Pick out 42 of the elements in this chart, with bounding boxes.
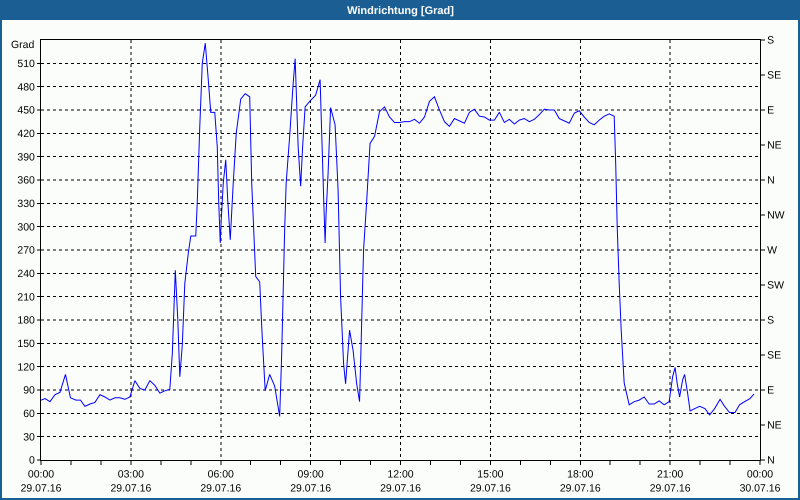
y-tick-label: 90 bbox=[23, 384, 36, 397]
x-tick-label: 09:00 29.07.16 bbox=[290, 468, 332, 494]
y-tick-label: 480 bbox=[17, 81, 36, 94]
category-label: SW bbox=[767, 280, 784, 292]
y-tick-label: 180 bbox=[17, 314, 36, 327]
y-axis-title: Grad bbox=[11, 39, 35, 51]
category-label: NE bbox=[767, 140, 782, 152]
y-tick-label: 420 bbox=[17, 128, 36, 140]
y-tick-label: 270 bbox=[17, 244, 36, 257]
category-label: N bbox=[767, 174, 775, 187]
category-label: NW bbox=[767, 210, 785, 222]
category-label: S bbox=[767, 314, 774, 327]
y-tick-label: 240 bbox=[17, 268, 36, 280]
y-tick-label: 360 bbox=[17, 174, 36, 187]
y-tick-label: 120 bbox=[17, 361, 36, 374]
y-tick-label: 210 bbox=[17, 291, 36, 304]
category-label: W bbox=[767, 244, 778, 257]
category-label: N bbox=[767, 454, 775, 467]
category-label: S bbox=[767, 34, 774, 47]
x-tick-label: 12:00 29.07.16 bbox=[380, 468, 422, 494]
y-tick-label: 390 bbox=[17, 151, 36, 164]
y-tick-label: 300 bbox=[17, 221, 36, 234]
chart-title: Windrichtung [Grad] bbox=[347, 4, 454, 17]
y-tick-label: 450 bbox=[17, 104, 36, 117]
y-tick-label: 330 bbox=[17, 198, 36, 210]
category-label: SE bbox=[767, 350, 782, 362]
x-tick-label: 21:00 29.07.16 bbox=[650, 468, 691, 494]
category-label: E bbox=[767, 384, 774, 397]
x-tick-label: 00:00 30.07.16 bbox=[740, 468, 781, 494]
y-tick-label: 0 bbox=[29, 454, 36, 467]
y-tick-label: 150 bbox=[17, 338, 36, 350]
x-tick-label: 00:00 29.07.16 bbox=[20, 468, 62, 494]
x-tick-label: 03:00 29.07.16 bbox=[110, 468, 152, 494]
category-label: SE bbox=[767, 70, 782, 82]
category-label: E bbox=[767, 104, 774, 117]
category-label: NE bbox=[767, 420, 782, 432]
x-tick-label: 18:00 29.07.16 bbox=[560, 468, 601, 494]
y-tick-label: 510 bbox=[17, 58, 36, 70]
x-tick-label: 15:00 29.07.16 bbox=[470, 468, 511, 494]
y-tick-label: 30 bbox=[23, 431, 36, 444]
x-tick-label: 06:00 29.07.16 bbox=[200, 468, 242, 494]
y-tick-label: 60 bbox=[23, 408, 36, 420]
